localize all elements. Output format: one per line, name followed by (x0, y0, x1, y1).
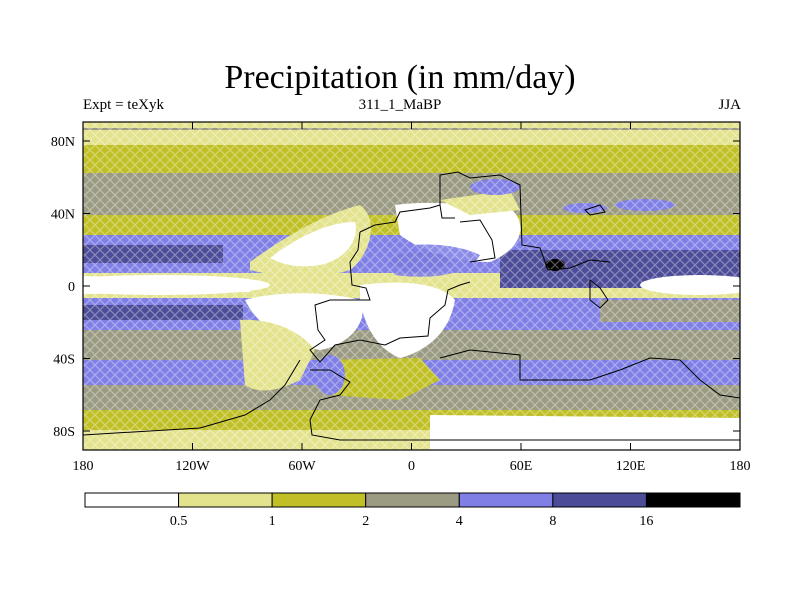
colorbar-swatch (552, 492, 647, 508)
lon-tick-label: 60W (288, 459, 316, 474)
colorbar-label: 8 (549, 514, 556, 529)
experiment-label: Expt = teXyk (83, 97, 164, 113)
coastlines (83, 171, 740, 441)
lat-tick-label: 0 (68, 280, 75, 295)
plot-title: Precipitation (in mm/day) (224, 59, 576, 96)
colorbar: 0.5 1 2 4 8 16 (84, 492, 741, 529)
colorbar-swatch (645, 492, 741, 508)
colorbar-label: 1 (269, 514, 276, 529)
lat-tick-label: 80N (51, 135, 75, 150)
lon-tick-label: 60E (510, 459, 533, 474)
colorbar-swatch (271, 492, 367, 508)
lon-tick-label: 180 (73, 459, 94, 474)
colorbar-label: 0.5 (170, 514, 188, 529)
lat-tick-label: 80S (53, 425, 75, 440)
colorbar-swatch (84, 492, 180, 508)
latitude-axis: 80N 40N 0 40S 80S (51, 135, 740, 440)
lon-tick-label: 0 (408, 459, 415, 474)
lon-tick-label: 120E (616, 459, 646, 474)
lon-tick-label: 180 (730, 459, 751, 474)
colorbar-label: 2 (362, 514, 369, 529)
season-label: JJA (718, 97, 741, 113)
lat-tick-label: 40N (51, 208, 75, 223)
precip-fields (83, 122, 740, 450)
longitude-axis: 180 120W 60W 0 60E 120E 180 (73, 122, 751, 474)
colorbar-label: 4 (456, 514, 463, 529)
lon-tick-label: 120W (175, 459, 210, 474)
colorbar-label: 16 (639, 514, 653, 529)
lat-tick-label: 40S (53, 353, 75, 368)
colorbar-swatch (458, 492, 554, 508)
colorbar-swatch (365, 492, 460, 508)
colorbar-swatch (178, 492, 273, 508)
time-label: 311_1_MaBP (358, 97, 442, 113)
